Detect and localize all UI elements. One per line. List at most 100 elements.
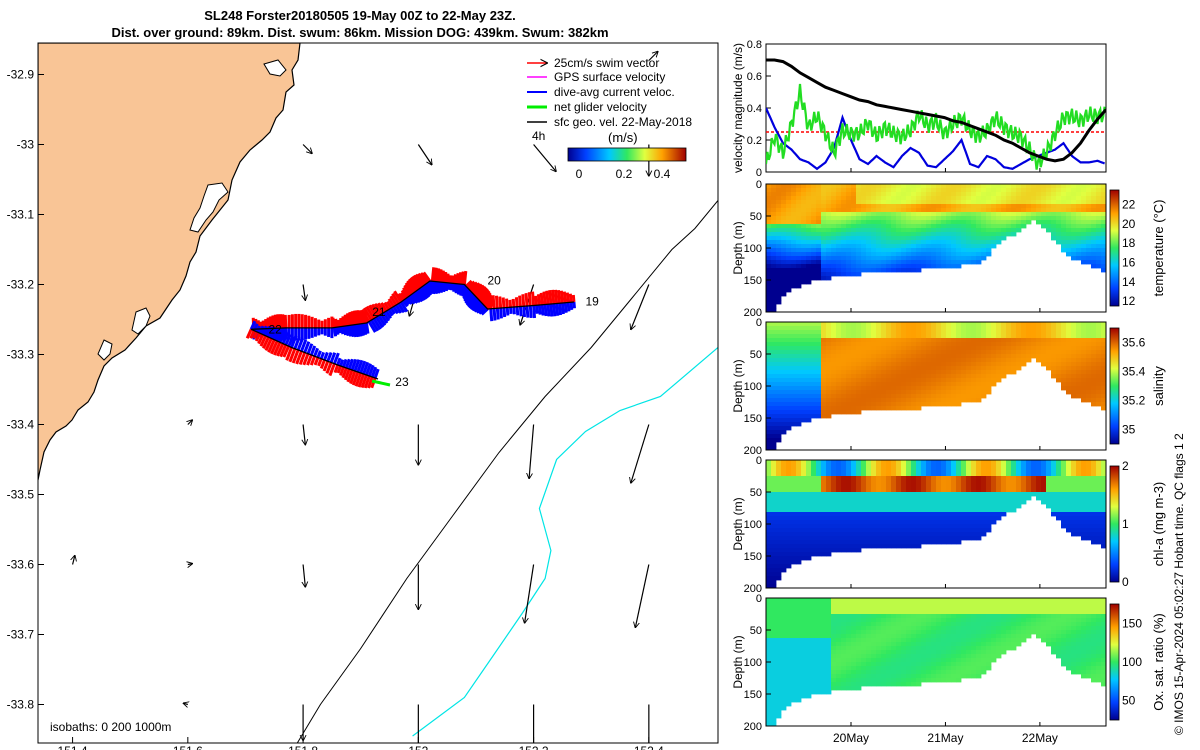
section-cell: [891, 540, 897, 545]
section-cell: [971, 520, 977, 525]
section-cell: [796, 390, 802, 395]
section-cell: [811, 686, 817, 691]
section-cell: [966, 508, 972, 513]
section-cell: [816, 220, 822, 225]
section-cell: [901, 330, 907, 335]
section-cell: [916, 544, 922, 549]
section-cell: [866, 476, 872, 481]
section-cell: [886, 326, 892, 331]
section-cell: [776, 196, 782, 201]
dive-avg-vector: [422, 284, 433, 297]
section-cell: [871, 252, 877, 257]
section-cell: [821, 354, 827, 359]
section-cell: [1016, 488, 1022, 493]
dive-avg-vector: [525, 305, 530, 318]
section-cell: [941, 484, 947, 489]
section-cell: [1076, 350, 1082, 355]
section-cell: [1096, 252, 1102, 257]
section-cell: [1081, 220, 1087, 225]
section-cell: [1021, 492, 1027, 497]
section-cell: [996, 208, 1002, 213]
section-cell: [891, 350, 897, 355]
section-cell: [1066, 322, 1072, 327]
section-cell: [801, 638, 807, 643]
section-cell: [766, 508, 772, 513]
section-cell: [991, 330, 997, 335]
section-cell: [1051, 460, 1057, 465]
section-cell: [811, 370, 817, 375]
section-cell: [826, 346, 832, 351]
swim-vector: [272, 341, 282, 356]
section-cell: [891, 406, 897, 411]
section-cell: [866, 394, 872, 399]
section-cell: [871, 208, 877, 213]
section-cell: [1066, 374, 1072, 379]
section-cell: [791, 670, 797, 675]
section-cell: [901, 196, 907, 201]
section-cell: [981, 224, 987, 229]
section-cell: [1031, 338, 1037, 343]
section-cell: [911, 528, 917, 533]
section-cell: [976, 386, 982, 391]
dive-avg-vector: [509, 307, 513, 315]
section-cell: [1096, 334, 1102, 339]
section-cell: [811, 366, 817, 371]
section-cell: [1086, 468, 1092, 473]
section-cell: [1086, 390, 1092, 395]
section-cell: [796, 374, 802, 379]
section-cell: [931, 232, 937, 237]
section-cell: [911, 382, 917, 387]
section-cell: [841, 188, 847, 193]
section-cell: [1036, 476, 1042, 481]
section-cell: [806, 548, 812, 553]
section-cell: [961, 492, 967, 497]
section-cell: [926, 264, 932, 269]
swim-vector: [279, 344, 288, 358]
section-cell: [1026, 480, 1032, 485]
section-cell: [776, 220, 782, 225]
section-cell: [1096, 386, 1102, 391]
section-cell: [771, 634, 777, 639]
section-cell: [786, 670, 792, 675]
section-cell: [776, 200, 782, 205]
swim-vector: [370, 377, 377, 389]
section-cell: [991, 362, 997, 367]
section-cell: [791, 508, 797, 513]
section-cell: [856, 532, 862, 537]
section-cell: [846, 524, 852, 529]
section-cell: [916, 256, 922, 261]
section-cell: [1086, 196, 1092, 201]
section-cell: [921, 236, 927, 241]
section-cell: [1041, 484, 1047, 489]
section-cell: [786, 472, 792, 477]
section-cell: [911, 192, 917, 197]
section-cell: [1011, 220, 1017, 225]
section-cell: [786, 362, 792, 367]
section-cell: [916, 468, 922, 473]
section-cell: [781, 260, 787, 265]
section-cell: [801, 508, 807, 513]
section-cell: [1011, 492, 1017, 497]
section-cell: [1096, 516, 1102, 521]
section-cell: [931, 248, 937, 253]
dive-avg-vector: [452, 283, 457, 292]
dive-avg-vector: [515, 306, 520, 316]
section-cell: [841, 204, 847, 209]
section-cell: [921, 480, 927, 485]
section-cell: [826, 374, 832, 379]
swim-vector: [531, 291, 536, 306]
section-cell: [976, 528, 982, 533]
section-cell: [826, 468, 832, 473]
section-cell: [796, 642, 802, 647]
section-cell: [806, 634, 812, 639]
section-cell: [851, 256, 857, 261]
section-cell: [866, 520, 872, 525]
section-cell: [951, 252, 957, 257]
section-cell: [916, 460, 922, 465]
section-cell: [1091, 366, 1097, 371]
section-cell: [781, 192, 787, 197]
section-cell: [801, 362, 807, 367]
section-cell: [766, 714, 772, 719]
section-cell: [821, 468, 827, 473]
